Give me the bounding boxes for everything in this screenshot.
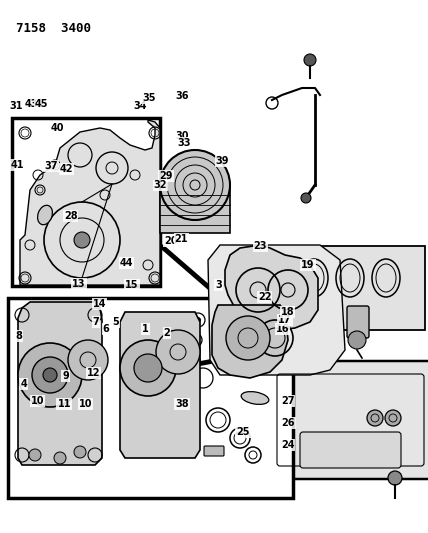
Text: 25: 25 <box>236 427 250 437</box>
Ellipse shape <box>38 205 52 225</box>
Text: 12: 12 <box>86 368 100 378</box>
Text: 39: 39 <box>216 156 229 166</box>
Circle shape <box>388 471 402 485</box>
Ellipse shape <box>241 392 269 405</box>
FancyBboxPatch shape <box>347 306 369 338</box>
Circle shape <box>304 54 316 66</box>
FancyBboxPatch shape <box>256 246 425 330</box>
Text: 30: 30 <box>175 131 189 141</box>
Text: 31: 31 <box>9 101 23 110</box>
Text: 17: 17 <box>278 315 292 325</box>
Text: 20: 20 <box>164 237 178 246</box>
Text: 26: 26 <box>281 418 295 427</box>
Text: 7: 7 <box>92 318 99 327</box>
Text: 6: 6 <box>103 324 110 334</box>
Text: 23: 23 <box>253 241 267 251</box>
Text: 10: 10 <box>79 399 92 409</box>
Text: 16: 16 <box>276 324 289 334</box>
Circle shape <box>367 410 383 426</box>
Text: 8: 8 <box>15 331 22 341</box>
Circle shape <box>18 343 82 407</box>
Circle shape <box>301 193 311 203</box>
Circle shape <box>74 446 86 458</box>
Circle shape <box>120 340 176 396</box>
Text: 45: 45 <box>35 99 48 109</box>
Text: 15: 15 <box>125 280 139 289</box>
Polygon shape <box>120 312 200 458</box>
Text: 5: 5 <box>112 318 119 327</box>
Polygon shape <box>208 245 345 375</box>
Text: 21: 21 <box>175 235 188 244</box>
Circle shape <box>385 410 401 426</box>
Circle shape <box>43 368 57 382</box>
Circle shape <box>32 357 68 393</box>
Text: 40: 40 <box>50 123 64 133</box>
Circle shape <box>195 317 201 323</box>
Text: 32: 32 <box>154 181 167 190</box>
Text: 38: 38 <box>175 399 189 409</box>
Circle shape <box>348 331 366 349</box>
Circle shape <box>29 449 41 461</box>
FancyBboxPatch shape <box>300 432 401 468</box>
Text: 22: 22 <box>258 292 271 302</box>
Circle shape <box>74 232 90 248</box>
Polygon shape <box>18 302 102 465</box>
Text: 14: 14 <box>92 299 106 309</box>
Text: 28: 28 <box>64 211 77 221</box>
Text: 36: 36 <box>175 92 189 101</box>
FancyBboxPatch shape <box>264 361 428 479</box>
FancyBboxPatch shape <box>158 338 194 360</box>
Text: 9: 9 <box>62 372 69 381</box>
Bar <box>12 118 160 286</box>
Text: 41: 41 <box>10 160 24 170</box>
Polygon shape <box>225 245 318 330</box>
Text: 44: 44 <box>119 259 133 268</box>
Circle shape <box>156 330 200 374</box>
Circle shape <box>192 337 198 343</box>
Circle shape <box>190 357 196 363</box>
Text: 42: 42 <box>59 164 73 174</box>
Text: 2: 2 <box>163 328 170 338</box>
Text: 7158  3400: 7158 3400 <box>16 22 91 35</box>
Bar <box>8 298 293 498</box>
Text: 3: 3 <box>215 280 222 290</box>
Circle shape <box>226 316 270 360</box>
Text: 1: 1 <box>142 325 149 334</box>
Text: 4: 4 <box>20 379 27 389</box>
Text: 35: 35 <box>142 93 156 103</box>
Text: 37: 37 <box>45 161 58 171</box>
FancyBboxPatch shape <box>160 185 230 233</box>
FancyBboxPatch shape <box>204 446 224 456</box>
Polygon shape <box>212 305 288 378</box>
Text: 33: 33 <box>177 138 191 148</box>
Circle shape <box>160 150 230 220</box>
Text: 13: 13 <box>72 279 86 289</box>
Text: 43: 43 <box>24 99 38 109</box>
Circle shape <box>134 354 162 382</box>
Text: 11: 11 <box>57 399 71 409</box>
Text: 19: 19 <box>301 261 315 270</box>
Circle shape <box>68 340 108 380</box>
Text: 18: 18 <box>281 307 294 317</box>
Text: 34: 34 <box>134 101 147 110</box>
Text: 29: 29 <box>159 171 173 181</box>
Text: 24: 24 <box>281 440 294 450</box>
Text: 27: 27 <box>281 396 294 406</box>
Text: 10: 10 <box>31 396 45 406</box>
Circle shape <box>54 452 66 464</box>
Polygon shape <box>20 120 160 285</box>
